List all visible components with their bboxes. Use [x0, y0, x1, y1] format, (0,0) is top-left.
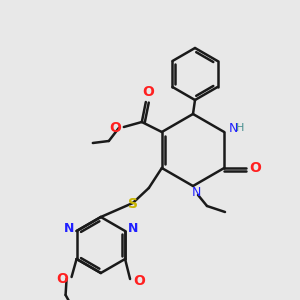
- Text: O: O: [249, 161, 261, 175]
- Text: N: N: [63, 223, 74, 236]
- Text: S: S: [128, 197, 138, 211]
- Text: O: O: [142, 85, 154, 99]
- Text: N: N: [191, 185, 201, 199]
- Text: N: N: [229, 122, 238, 136]
- Text: O: O: [57, 272, 68, 286]
- Text: H: H: [236, 123, 244, 133]
- Text: N: N: [128, 223, 138, 236]
- Text: O: O: [133, 274, 145, 288]
- Text: O: O: [109, 121, 121, 135]
